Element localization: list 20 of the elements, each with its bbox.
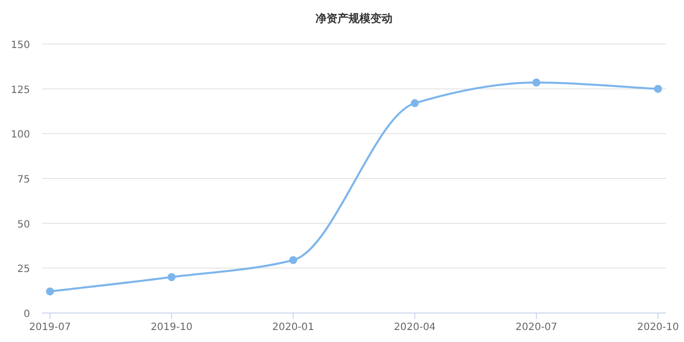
y-tick-label: 150 [10, 40, 30, 51]
x-tick-label: 2019-07 [29, 322, 71, 333]
x-tick-label: 2020-10 [637, 322, 679, 333]
point [289, 256, 298, 264]
y-tick-label: 75 [17, 174, 30, 186]
x-tick-label: 2019-10 [150, 322, 192, 333]
point [168, 273, 176, 282]
chart-title: 净资产规模变动 [316, 12, 392, 25]
y-tick-label: 25 [17, 264, 30, 276]
y-tick-label: 50 [17, 219, 30, 230]
y-tick-label: 125 [10, 84, 30, 96]
point [654, 84, 662, 93]
y-tick-label: 100 [10, 130, 30, 141]
x-tick-label: 2020-01 [272, 322, 314, 333]
point [46, 287, 54, 296]
x-tick-label: 2020-07 [516, 322, 558, 333]
point [410, 99, 419, 108]
y-tick-label: 0 [24, 309, 30, 320]
x-tick-label: 2020-04 [394, 322, 436, 333]
point [532, 78, 540, 87]
